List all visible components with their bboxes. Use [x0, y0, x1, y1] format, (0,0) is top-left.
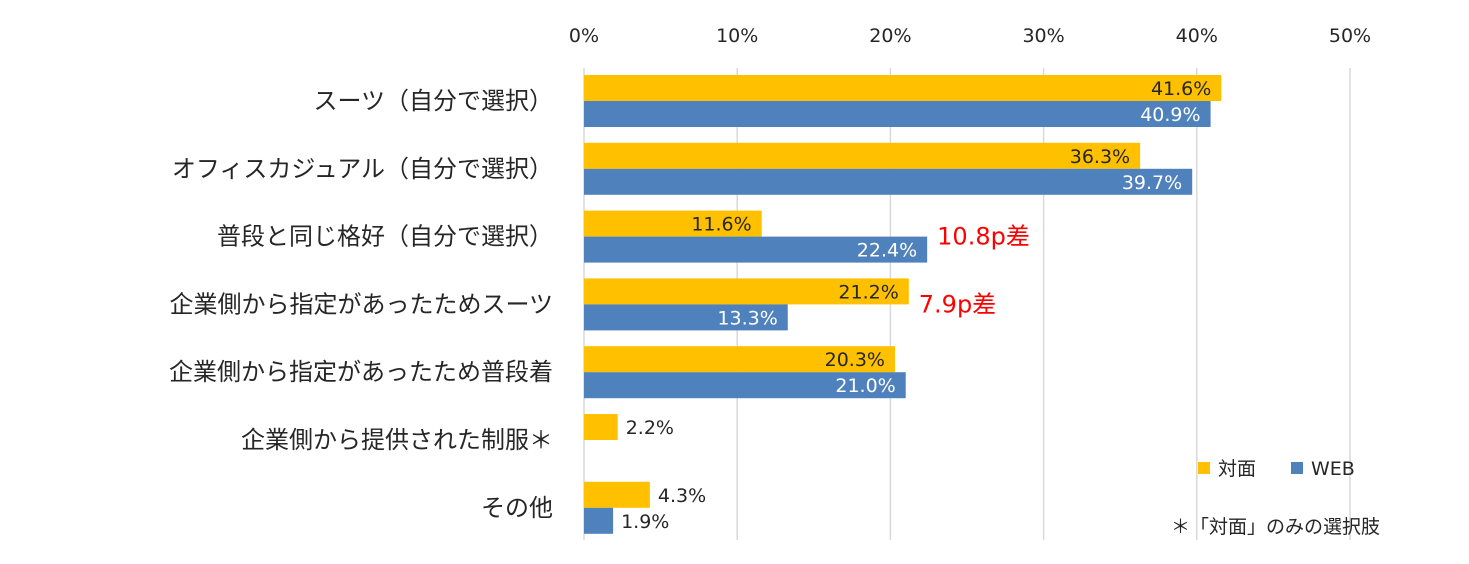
difference-annotation: 10.8p差 [937, 223, 1030, 251]
data-label: 2.2% [626, 417, 674, 439]
data-label: 21.2% [838, 281, 898, 303]
x-axis-ticks: 0% 10% 20% 30% 40% 50% [569, 25, 1371, 47]
bar-taimen [584, 210, 762, 237]
category-labels: スーツ（自分で選択） オフィスカジュアル（自分で選択） 普段と同じ格好（自分で選択）… [169, 87, 553, 522]
category-label: 企業側から指定があったためスーツ [169, 290, 553, 318]
x-tick-label: 20% [869, 25, 911, 47]
category-label: 企業側から指定があったため普段着 [169, 358, 553, 386]
category-label: オフィスカジュアル（自分で選択） [172, 155, 553, 183]
annotations: 10.8p差 7.9p差 [919, 223, 1030, 319]
legend-label: 対面 [1218, 458, 1256, 480]
data-label: 39.7% [1122, 172, 1182, 194]
legend-swatch [1198, 462, 1210, 474]
legend-label: WEB [1311, 458, 1355, 480]
bar-taimen [584, 278, 909, 305]
bar-web [584, 372, 906, 399]
data-label: 11.6% [691, 214, 751, 236]
bar-web [584, 168, 1193, 195]
data-label: 22.4% [857, 240, 917, 262]
category-label: 普段と同じ格好（自分で選択） [217, 223, 553, 251]
data-label: 41.6% [1151, 78, 1211, 100]
category-label: その他 [481, 494, 553, 522]
legend: 対面 WEB [1198, 458, 1355, 480]
category-label: スーツ（自分で選択） [313, 87, 553, 115]
bar-taimen [584, 481, 650, 508]
data-label: 13.3% [717, 307, 777, 329]
bar-web [584, 507, 614, 534]
bar-web [584, 101, 1211, 127]
legend-swatch [1291, 462, 1303, 474]
data-label: 1.9% [621, 511, 669, 533]
data-label: 4.3% [658, 485, 706, 507]
x-tick-label: 0% [569, 25, 599, 47]
bar-taimen [584, 142, 1141, 169]
bars [584, 75, 1222, 534]
footnote: ＊「対面」のみの選択肢 [1171, 516, 1380, 538]
bar-taimen [584, 75, 1222, 101]
category-label: 企業側から提供された制服＊ [241, 426, 553, 454]
data-label: 40.9% [1140, 104, 1200, 126]
x-tick-label: 50% [1329, 25, 1371, 47]
data-label: 20.3% [825, 349, 885, 371]
data-label: 36.3% [1070, 146, 1130, 168]
bar-web [584, 236, 928, 263]
x-tick-label: 30% [1022, 25, 1064, 47]
x-tick-label: 40% [1176, 25, 1218, 47]
data-labels: 41.6% 40.9% 36.3% 39.7% 11.6% 22.4% 21.2% 13.3%… [621, 78, 1211, 533]
data-label: 21.0% [835, 375, 895, 397]
bar-web [584, 304, 788, 331]
bar-taimen [584, 414, 618, 440]
x-tick-label: 10% [716, 25, 758, 47]
difference-annotation: 7.9p差 [919, 290, 996, 318]
bar-taimen [584, 346, 895, 373]
